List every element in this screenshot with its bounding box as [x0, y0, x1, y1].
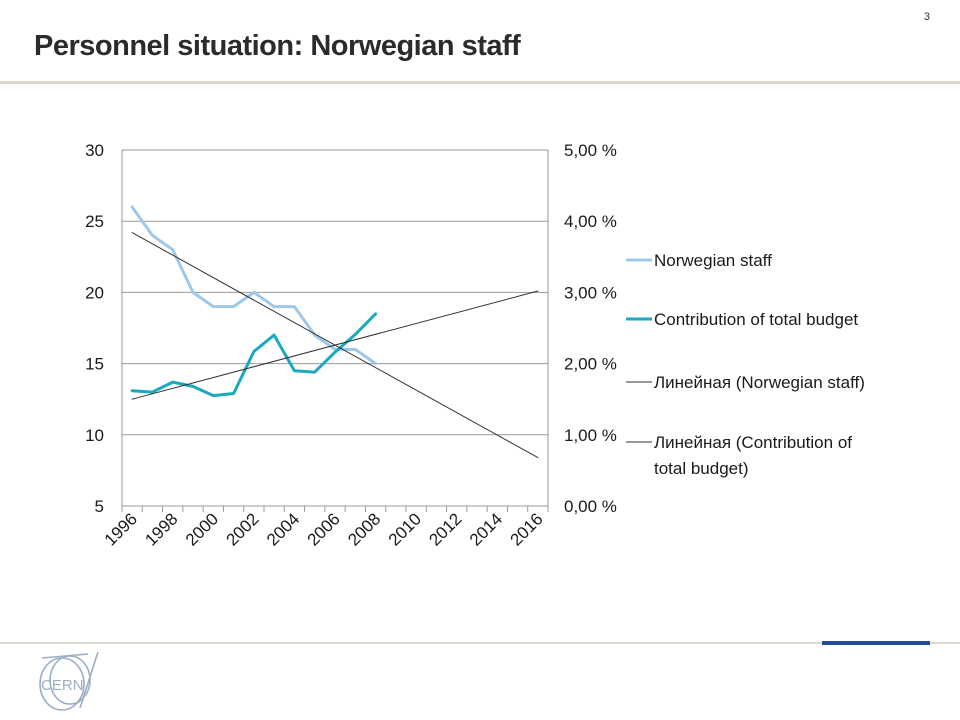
gridlines — [122, 149, 548, 507]
left-axis-ticks: 5 10 15 20 25 30 — [85, 141, 104, 516]
legend-norwegian-staff: Norwegian staff — [626, 251, 772, 270]
header-divider — [0, 81, 960, 84]
left-tick-label: 25 — [85, 212, 104, 231]
x-tick-label: 2000 — [182, 509, 222, 549]
legend-label: Contribution of total budget — [654, 310, 858, 329]
series — [130, 205, 539, 459]
page-title: Personnel situation: Norwegian staff — [34, 30, 521, 62]
legend-label: Линейная (Norwegian staff) — [654, 373, 865, 392]
right-tick-label: 2,00 % — [564, 355, 617, 374]
right-tick-label: 4,00 % — [564, 212, 617, 231]
legend-label: Norwegian staff — [654, 251, 772, 270]
series-norwegian-staff — [130, 205, 378, 366]
x-tick-label: 2012 — [425, 509, 465, 549]
legend-trend-staff: Линейная (Norwegian staff) — [626, 373, 865, 392]
cern-logo-text: CERN — [41, 677, 84, 694]
right-axis-ticks: 0,00 % 1,00 % 2,00 % 3,00 % 4,00 % 5,00 % — [564, 141, 617, 516]
x-axis-ticks: 1996 1998 2000 2002 2004 2006 2008 2010 2012 2014… — [101, 509, 547, 549]
legend-trend-budget: Линейная (Contribution of total budget) — [626, 433, 852, 478]
axes — [121, 150, 549, 512]
trendline-contribution-budget — [131, 290, 539, 400]
series-contribution-budget — [130, 312, 378, 398]
left-tick-label: 20 — [85, 283, 104, 302]
line-chart: 5 10 15 20 25 30 0,00 % 1,00 % 2,00 % 3,00 % 4,00… — [85, 141, 865, 550]
x-tick-label: 2014 — [466, 509, 506, 549]
legend: Norwegian staff Contribution of total bud… — [626, 251, 865, 478]
right-tick-label: 1,00 % — [564, 426, 617, 445]
right-tick-label: 0,00 % — [564, 497, 617, 516]
footer-accent-bar — [822, 641, 930, 645]
legend-contribution-budget: Contribution of total budget — [626, 310, 858, 329]
right-tick-label: 5,00 % — [564, 141, 617, 160]
x-tick-label: 2002 — [223, 509, 263, 549]
page-number: 3 — [923, 11, 930, 23]
x-tick-label: 2006 — [304, 509, 344, 549]
legend-label: Линейная (Contribution of — [654, 433, 852, 452]
left-tick-label: 15 — [85, 355, 104, 374]
left-tick-label: 10 — [85, 426, 104, 445]
left-tick-label: 30 — [85, 141, 104, 160]
right-tick-label: 3,00 % — [564, 283, 617, 302]
legend-label: total budget) — [654, 459, 749, 478]
footer-divider — [0, 642, 960, 644]
x-tick-label: 2010 — [385, 509, 425, 549]
cern-logo-icon: CERN — [39, 651, 99, 711]
x-tick-label: 2016 — [507, 509, 547, 549]
x-tick-label: 2004 — [263, 509, 303, 549]
x-tick-label: 1998 — [141, 509, 181, 549]
x-tick-label: 1996 — [101, 509, 141, 549]
left-tick-label: 5 — [95, 497, 104, 516]
x-tick-label: 2008 — [344, 509, 384, 549]
